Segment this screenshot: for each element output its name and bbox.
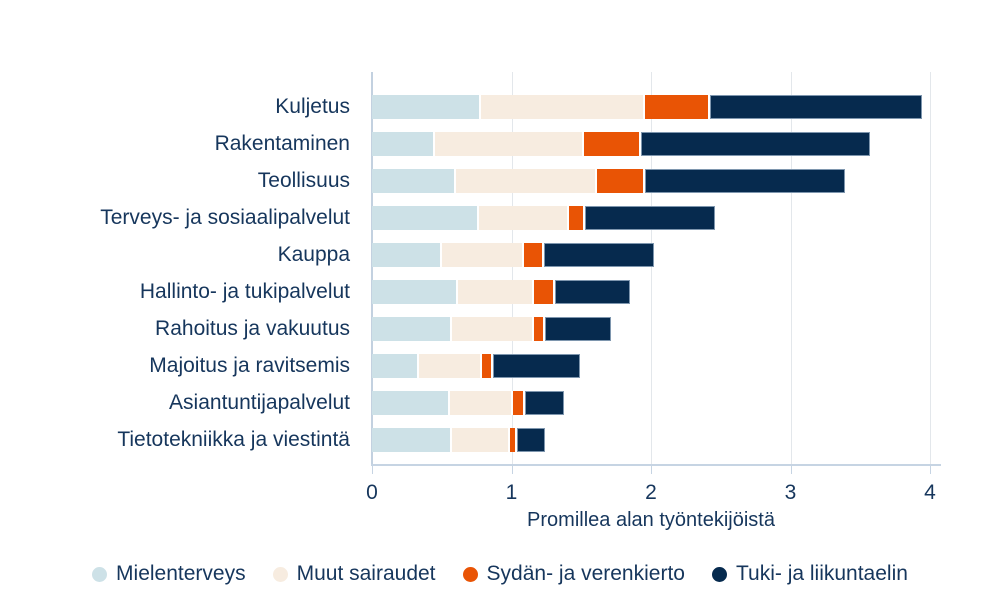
bar-segment: [482, 354, 494, 378]
legend-label: Sydän- ja verenkierto: [486, 562, 685, 585]
gridline: [651, 72, 652, 465]
category-label: Majoitus ja ravitsemis: [149, 354, 350, 377]
category-label: Rahoitus ja vakuutus: [155, 317, 350, 340]
bar-segment: [525, 391, 565, 415]
category-label: Rakentaminen: [214, 132, 350, 155]
bar-segment: [441, 243, 525, 267]
x-axis-line: [371, 464, 941, 466]
bar-segment: [455, 169, 597, 193]
bar-row: [372, 132, 870, 156]
bar-segment: [524, 243, 544, 267]
bar-row: [372, 95, 922, 119]
bar-segment: [533, 280, 555, 304]
bar-segment: [645, 95, 710, 119]
bar-segment: [372, 243, 442, 267]
bar-segment: [372, 206, 480, 230]
bar-segment: [372, 391, 451, 415]
bar-segment: [372, 428, 452, 452]
category-label: Asiantuntijapalvelut: [169, 391, 350, 414]
bar-row: [372, 206, 716, 230]
bar-segment: [512, 391, 526, 415]
legend-item: Sydän- ja verenkierto: [462, 561, 685, 587]
bar-segment: [568, 206, 586, 230]
bar-segment: [596, 169, 646, 193]
bar-segment: [641, 132, 870, 156]
bar-segment: [372, 169, 456, 193]
bar-segment: [372, 132, 435, 156]
bar-segment: [544, 317, 611, 341]
legend-item: Mielenterveys: [92, 561, 246, 587]
bar-segment: [419, 354, 483, 378]
bar-segment: [451, 317, 534, 341]
legend-label: Muut sairaudet: [296, 562, 436, 585]
bar-segment: [543, 243, 654, 267]
bar-segment: [517, 428, 545, 452]
gridline: [371, 72, 373, 465]
bar-segment: [372, 95, 481, 119]
legend: Mielenterveys Muut sairaudet Sydän- ja ver…: [0, 561, 1000, 587]
category-label: Kauppa: [277, 243, 350, 266]
gridline: [930, 72, 931, 465]
x-tick-label: 1: [505, 481, 518, 504]
category-label: Tietotekniikka ja viestintä: [117, 428, 350, 451]
legend-swatch-icon: [462, 566, 478, 582]
gridline: [511, 72, 513, 465]
bar-segment: [458, 280, 534, 304]
bar-segment: [479, 206, 569, 230]
bar-row: [372, 243, 654, 267]
bar-segment: [533, 317, 545, 341]
x-tick-mark: [372, 466, 373, 474]
bar-segment: [372, 354, 420, 378]
legend-item: Muut sairaudet: [272, 561, 436, 587]
legend-label: Tuki- ja liikuntaelin: [735, 562, 908, 585]
bar-segment: [451, 428, 511, 452]
bar-segment: [585, 206, 716, 230]
bar-segment: [372, 317, 452, 341]
bar-segment: [510, 428, 518, 452]
bar-segment: [372, 280, 459, 304]
bar-segment: [434, 132, 585, 156]
x-tick-label: 4: [924, 481, 936, 504]
legend-swatch-icon: [711, 566, 727, 582]
x-tick-label: 2: [645, 481, 657, 504]
x-tick-label: 0: [366, 481, 378, 504]
x-tick-label: 3: [784, 481, 797, 504]
category-label: Terveys- ja sosiaalipalvelut: [100, 206, 350, 229]
bar-row: [372, 354, 580, 378]
bar-segment: [554, 280, 631, 304]
bar-row: [372, 391, 565, 415]
bar-segment: [645, 169, 845, 193]
x-tick-mark: [790, 466, 792, 474]
bar-segment: [493, 354, 580, 378]
legend-item: Tuki- ja liikuntaelin: [711, 561, 908, 587]
bar-segment: [480, 95, 646, 119]
bar-row: [372, 317, 611, 341]
bar-segment: [584, 132, 642, 156]
legend-swatch-icon: [92, 566, 108, 582]
legend-label: Mielenterveys: [116, 562, 246, 585]
legend-swatch-icon: [272, 566, 288, 582]
gridline: [790, 72, 792, 465]
category-label: Kuljetus: [275, 95, 350, 118]
category-label: Teollisuus: [257, 169, 350, 192]
x-tick-mark: [930, 466, 931, 474]
category-label: Hallinto- ja tukipalvelut: [139, 280, 350, 303]
x-axis-title: Promillea alan työntekijöistä: [527, 509, 775, 531]
bar-row: [372, 428, 545, 452]
x-tick-mark: [651, 466, 652, 474]
x-tick-mark: [511, 466, 513, 474]
bar-segment: [450, 391, 513, 415]
bar-segment: [709, 95, 922, 119]
bar-row: [372, 280, 631, 304]
bar-row: [372, 169, 845, 193]
